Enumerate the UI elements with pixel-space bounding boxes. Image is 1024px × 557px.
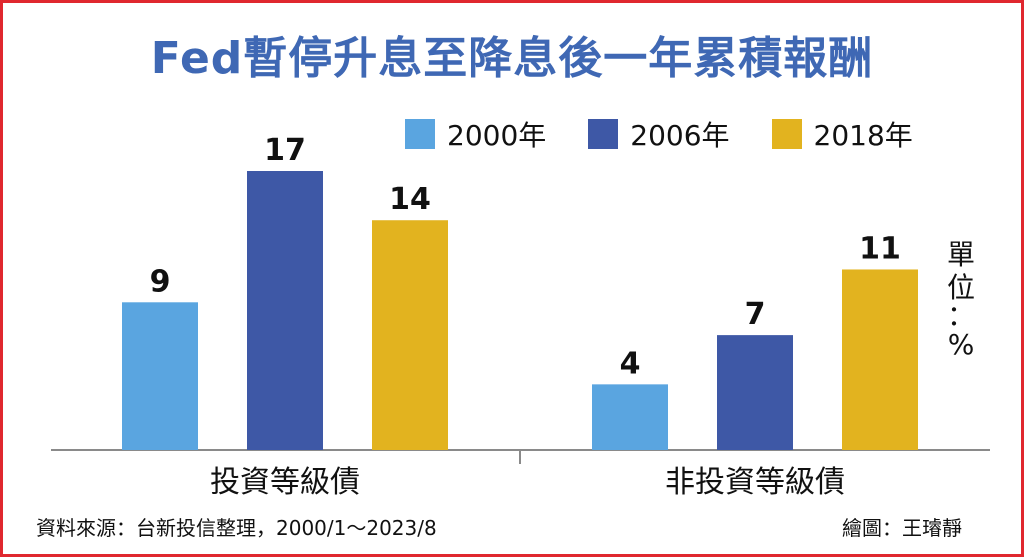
data-label-2000-cat2: 4 bbox=[620, 346, 641, 381]
unit-char-2: 位 bbox=[946, 271, 975, 304]
data-label-2006-cat2: 7 bbox=[745, 297, 766, 332]
legend-swatch-2018 bbox=[771, 119, 802, 149]
unit-char-3: ： bbox=[946, 299, 975, 332]
data-label-2000-cat1: 9 bbox=[150, 264, 171, 299]
bar-2000-cat1 bbox=[122, 302, 198, 450]
source-note: 資料來源：台新投信整理，2000/1～2023/8 bbox=[36, 516, 437, 540]
legend: 2000年 2006年 2018年 bbox=[405, 114, 913, 154]
unit-char-1: 單 bbox=[946, 238, 975, 271]
legend-swatch-2000 bbox=[405, 119, 435, 149]
data-label-2018-cat1: 14 bbox=[389, 182, 431, 217]
bar-2006-cat2 bbox=[717, 335, 793, 450]
category-label-2: 非投資等級債 bbox=[665, 465, 845, 500]
category-label-1: 投資等級債 bbox=[210, 465, 360, 500]
legend-item-2018: 2018年 bbox=[771, 114, 913, 154]
unit-char-4: % bbox=[947, 328, 975, 361]
credit-note: 繪圖：王璿靜 bbox=[842, 516, 962, 540]
data-label-2018-cat2: 11 bbox=[859, 231, 901, 266]
legend-item-2000: 2000年 bbox=[405, 114, 546, 154]
chart-title: Fed暫停升息至降息後一年累積報酬 bbox=[150, 33, 874, 84]
legend-label-2018: 2018年 bbox=[813, 119, 913, 152]
bar-2018-cat2 bbox=[842, 269, 918, 450]
legend-label-2006: 2006年 bbox=[630, 119, 730, 152]
unit-label: 單 位 ： % bbox=[944, 238, 978, 361]
legend-item-2006: 2006年 bbox=[588, 114, 730, 154]
bar-2000-cat2 bbox=[592, 384, 668, 450]
bar-2018-cat1 bbox=[372, 220, 448, 450]
data-label-2006-cat1: 17 bbox=[264, 133, 306, 168]
legend-label-2000: 2000年 bbox=[447, 119, 547, 152]
bar-2006-cat1 bbox=[247, 171, 323, 450]
legend-swatch-2006 bbox=[588, 119, 619, 149]
